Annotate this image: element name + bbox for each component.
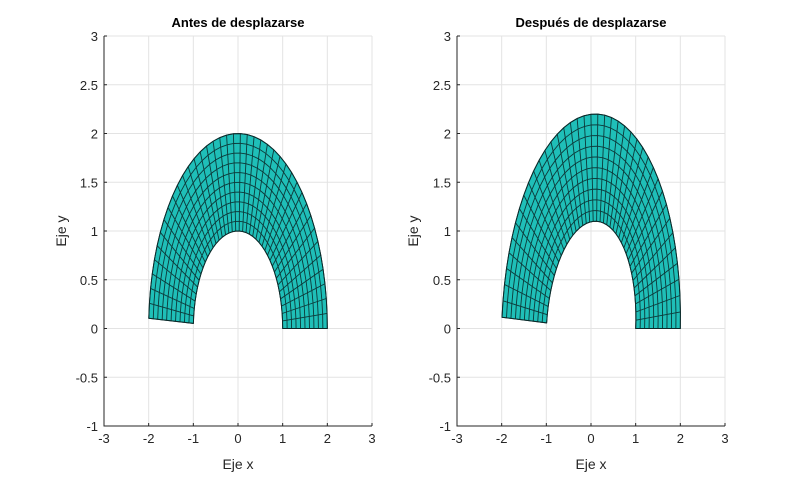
chart-title: Después de desplazarse: [515, 15, 666, 30]
y-tick-label: 1.5: [433, 175, 451, 190]
y-tick-labels: -1 -0.5 0 0.5 1 1.5 2 2.5 3: [76, 29, 98, 434]
x-tick-label: 1: [279, 431, 286, 446]
y-axis-label: Eje y: [405, 215, 421, 246]
x-tick-label: 3: [721, 431, 728, 446]
x-tick-label: 1: [632, 431, 639, 446]
grid-lines: [456, 35, 726, 427]
chart-before-displacement: -3 -2 -1 0 1 2 3 -1 -0.5 0 0.5 1 1.5 2 2.5 3 Antes de …: [53, 15, 376, 472]
y-tick-label: -0.5: [429, 370, 451, 385]
x-tick-label: -2: [143, 431, 155, 446]
x-tick-labels: -3 -2 -1 0 1 2 3: [451, 431, 728, 446]
x-tick-label: -3: [451, 431, 463, 446]
axes-box: [103, 35, 373, 427]
x-tick-label: -3: [98, 431, 110, 446]
arch-mesh: [501, 113, 681, 329]
y-tick-label: 2.5: [433, 78, 451, 93]
y-tick-label: -1: [86, 419, 98, 434]
chart-after-displacement: -3 -2 -1 0 1 2 3 -1 -0.5 0 0.5 1 1.5 2 2.5 3 Después d…: [405, 15, 729, 472]
y-tick-label: 1: [444, 224, 451, 239]
x-tick-label: -2: [496, 431, 508, 446]
y-tick-label: 2: [91, 127, 98, 142]
y-tick-label: 0: [444, 322, 451, 337]
x-tick-label: 3: [368, 431, 375, 446]
x-tick-label: -1: [541, 431, 553, 446]
y-tick-label: 2: [444, 127, 451, 142]
x-axis-label: Eje x: [575, 456, 606, 472]
y-tick-label: -1: [439, 419, 451, 434]
y-axis-label: Eje y: [53, 215, 69, 246]
y-tick-labels: -1 -0.5 0 0.5 1 1.5 2 2.5 3: [429, 29, 451, 434]
x-tick-label: 2: [677, 431, 684, 446]
chart-title: Antes de desplazarse: [172, 15, 305, 30]
y-tick-label: -0.5: [76, 370, 98, 385]
x-tick-label: -1: [188, 431, 200, 446]
y-tick-label: 3: [91, 29, 98, 44]
x-tick-label: 2: [324, 431, 331, 446]
y-tick-label: 0: [91, 322, 98, 337]
axes-box: [456, 35, 726, 427]
y-tick-label: 2.5: [80, 78, 98, 93]
y-tick-label: 3: [444, 29, 451, 44]
y-tick-label: 1.5: [80, 175, 98, 190]
y-tick-label: 0.5: [80, 273, 98, 288]
arch-mesh: [148, 133, 328, 329]
x-axis-label: Eje x: [222, 456, 253, 472]
x-tick-labels: -3 -2 -1 0 1 2 3: [98, 431, 375, 446]
y-tick-label: 0.5: [433, 273, 451, 288]
x-tick-label: 0: [234, 431, 241, 446]
x-tick-label: 0: [587, 431, 594, 446]
y-tick-label: 1: [91, 224, 98, 239]
